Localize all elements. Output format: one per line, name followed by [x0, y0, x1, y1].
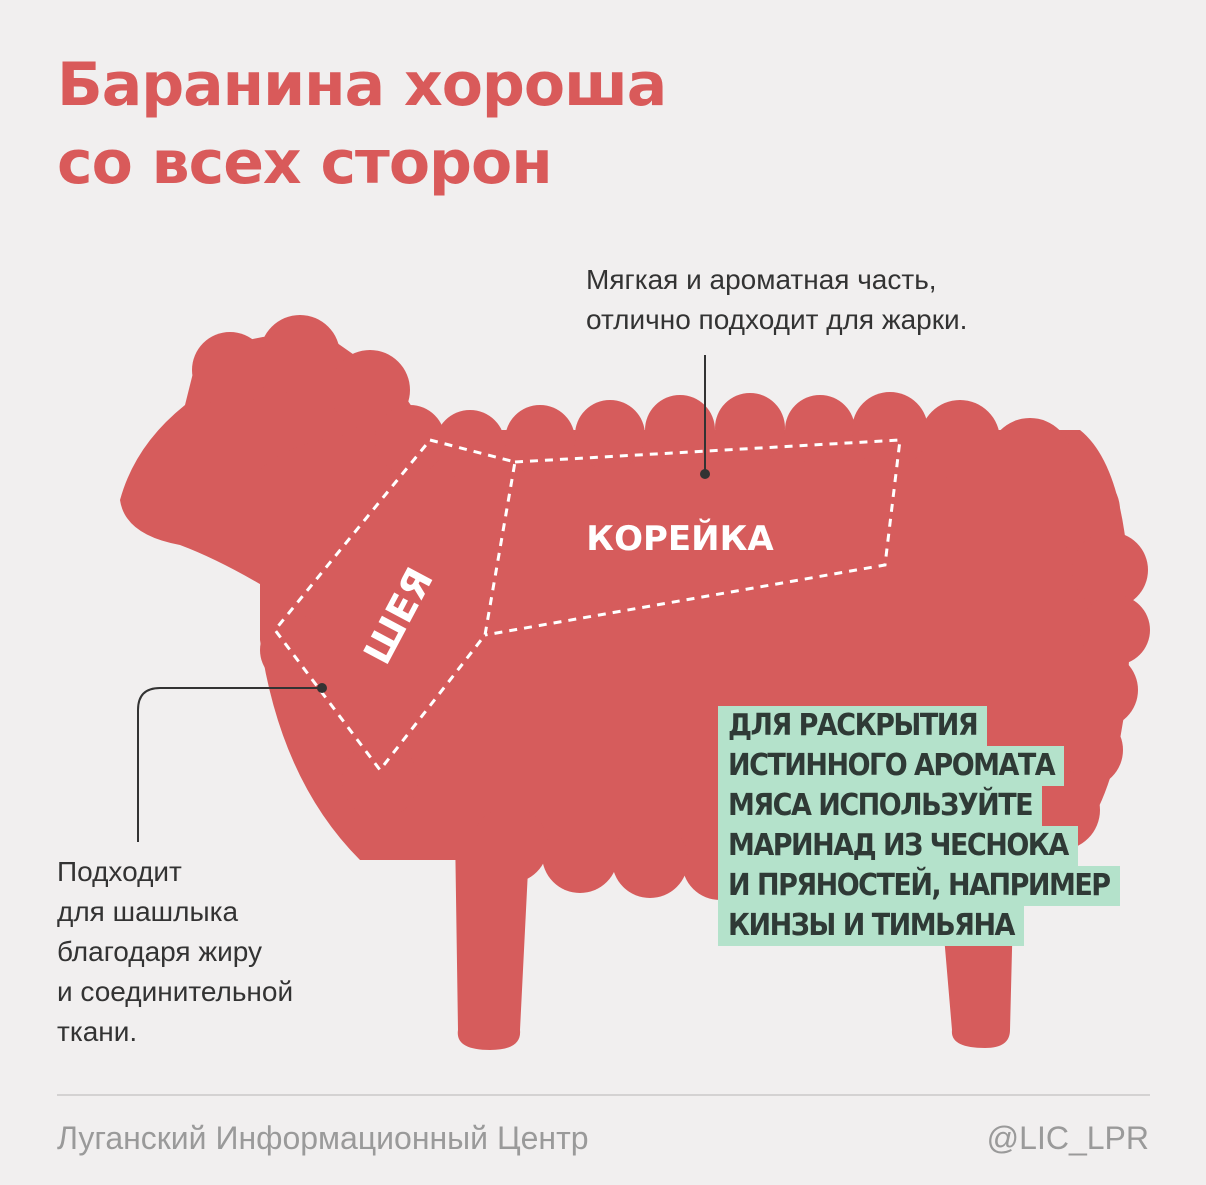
title: Баранина хороша со всех сторон	[57, 46, 667, 202]
footer-handle: @LIC_LPR	[986, 1120, 1149, 1156]
callouts	[137, 355, 706, 842]
title-line: Баранина хороша	[57, 50, 667, 120]
annotation-line: благодаря жиру	[57, 936, 262, 967]
tip-line: МЯСА ИСПОЛЬЗУЙТЕ	[718, 786, 1043, 826]
tip: ДЛЯ РАСКРЫТИЯ ИСТИННОГО АРОМАТА МЯСА ИСП…	[718, 706, 1120, 946]
annotation: Подходит для шашлыка благодаря жиру и со…	[57, 852, 293, 1052]
annotation-line: ткани.	[57, 1016, 138, 1047]
cut-lines	[273, 438, 902, 773]
annotation-line: для шашлыка	[57, 896, 239, 927]
callout-dot	[317, 683, 327, 693]
tip-line: КИНЗЫ И ТИМЬЯНА	[718, 906, 1024, 946]
tip-line: И ПРЯНОСТЕЙ, НАПРИМЕР	[718, 866, 1120, 906]
title-line: со всех сторон	[57, 128, 553, 198]
cut-label: КОРЕЙКА	[586, 518, 774, 559]
footer-source: Луганский Информационный Центр	[57, 1120, 589, 1156]
annotation-line: Мягкая и ароматная часть,	[586, 264, 937, 295]
tip-line: МАРИНАД ИЗ ЧЕСНОКА	[718, 826, 1078, 866]
tip-line: ИСТИННОГО АРОМАТА	[718, 746, 1065, 786]
tip-line: ДЛЯ РАСКРЫТИЯ	[718, 706, 988, 746]
annotation-line: и соединительной	[57, 976, 294, 1007]
callout-dot	[700, 469, 710, 479]
annotation-line: отлично подходит для жарки.	[586, 304, 968, 335]
annotation: Мягкая и ароматная часть, отлично подход…	[586, 260, 967, 340]
annotation-line: Подходит	[57, 856, 182, 887]
